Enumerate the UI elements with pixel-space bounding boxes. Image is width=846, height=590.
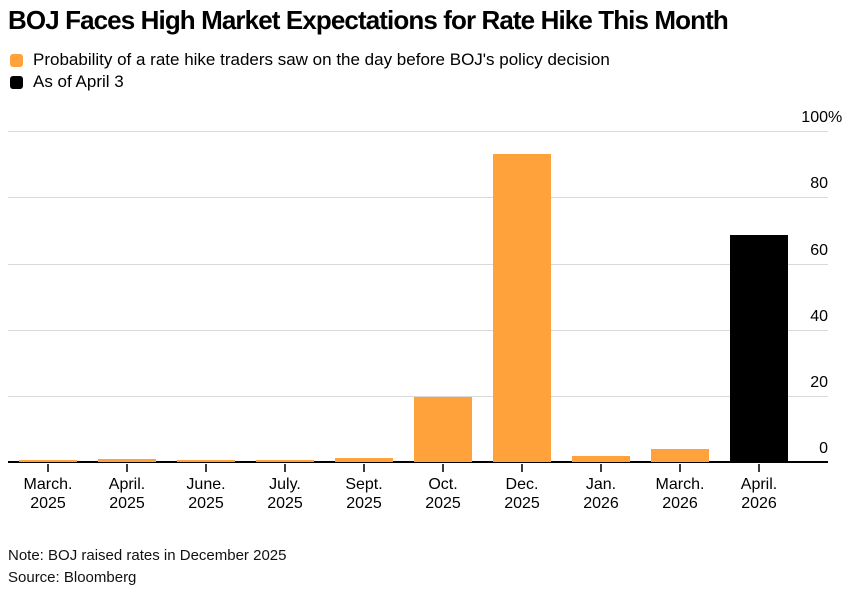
x-axis-tick-april-2025: [126, 464, 128, 472]
legend-item-april3: As of April 3: [10, 71, 610, 93]
x-axis-label-month: April.: [108, 476, 146, 493]
x-axis-label-oct-2025: Oct. 2025: [398, 475, 488, 513]
gridline-20: [8, 396, 828, 397]
gridline-80: [8, 197, 828, 198]
x-axis-tick-june-2025: [205, 464, 207, 472]
x-axis-label-year: 2025: [267, 495, 303, 512]
legend-swatch-orange: [10, 53, 23, 67]
x-axis-label-year: 2025: [30, 495, 66, 512]
chart-footer: Note: BOJ raised rates in December 2025 …: [8, 545, 286, 589]
x-axis-tick-april-2026: [758, 464, 760, 472]
legend-label-april3: As of April 3: [33, 72, 124, 91]
x-axis-label-month: Dec.: [505, 476, 539, 493]
x-axis-label-july-2025: July. 2025: [240, 475, 330, 513]
x-axis-tick-march-2025: [47, 464, 49, 472]
x-axis-label-year: 2025: [109, 495, 145, 512]
legend-item-traders: Probability of a rate hike traders saw o…: [10, 49, 610, 71]
x-axis-label-month: March.: [655, 476, 705, 493]
x-axis-label-march-2026: March. 2026: [635, 475, 725, 513]
x-axis-label-month: June.: [186, 476, 226, 493]
y-axis-label-100: 100%: [801, 109, 843, 126]
y-axis-label-20: 20: [810, 374, 828, 391]
y-axis-label-80: 80: [810, 175, 828, 192]
x-axis-label-year: 2026: [741, 495, 777, 512]
bar-april-2025: [98, 459, 156, 462]
legend-swatch-black: [10, 75, 23, 89]
source-text: Source: Bloomberg: [8, 569, 137, 586]
x-axis-label-year: 2025: [425, 495, 461, 512]
x-axis-label-month: Oct.: [428, 476, 458, 493]
x-axis-label-year: 2025: [504, 495, 540, 512]
x-axis-tick-march-2026: [679, 464, 681, 472]
y-axis-label-60: 60: [810, 242, 828, 259]
bar-oct-2025: [414, 397, 472, 462]
note-text: Note: BOJ raised rates in December 2025: [8, 547, 287, 564]
gridline-60: [8, 264, 828, 265]
x-axis-label-year: 2025: [188, 495, 224, 512]
x-axis-label-month: March.: [23, 476, 73, 493]
x-axis-label-year: 2026: [583, 495, 619, 512]
y-axis-label-40: 40: [810, 308, 828, 325]
x-axis-tick-july-2025: [284, 464, 286, 472]
x-axis-label-month: Jan.: [585, 476, 617, 493]
x-axis-label-jan-2026: Jan. 2026: [556, 475, 646, 513]
bar-april-2026: [730, 235, 788, 462]
bar-march-2025: [19, 460, 77, 462]
gridline-100: [8, 131, 828, 132]
x-axis-label-june-2025: June. 2025: [161, 475, 251, 513]
chart-legend: Probability of a rate hike traders saw o…: [10, 49, 610, 93]
x-axis-label-april-2025: April. 2025: [82, 475, 172, 513]
x-axis-line: [8, 461, 828, 463]
x-axis-tick-jan-2026: [600, 464, 602, 472]
x-axis-tick-dec-2025: [521, 464, 523, 472]
x-axis-label-month: Sept.: [345, 476, 383, 493]
y-axis-label-0: 0: [819, 440, 828, 457]
bar-june-2025: [177, 460, 235, 462]
x-axis-label-sept-2025: Sept. 2025: [319, 475, 409, 513]
x-axis-label-april-2026: April. 2026: [714, 475, 804, 513]
x-axis-label-dec-2025: Dec. 2025: [477, 475, 567, 513]
bar-sept-2025: [335, 458, 393, 462]
bar-july-2025: [256, 460, 314, 462]
x-axis-label-year: 2026: [662, 495, 698, 512]
legend-label-traders: Probability of a rate hike traders saw o…: [33, 50, 610, 69]
bar-jan-2026: [572, 456, 630, 462]
y-axis-unit: %: [828, 109, 843, 126]
x-axis-label-month: July.: [269, 476, 301, 493]
x-axis-tick-oct-2025: [442, 464, 444, 472]
x-axis-label-march-2025: March. 2025: [3, 475, 93, 513]
x-axis-label-month: April.: [740, 476, 778, 493]
x-axis-label-year: 2025: [346, 495, 382, 512]
gridline-40: [8, 330, 828, 331]
x-axis-tick-sept-2025: [363, 464, 365, 472]
page-title: BOJ Faces High Market Expectations for R…: [8, 5, 729, 35]
bar-dec-2025: [493, 154, 551, 462]
bar-march-2026: [651, 449, 709, 462]
